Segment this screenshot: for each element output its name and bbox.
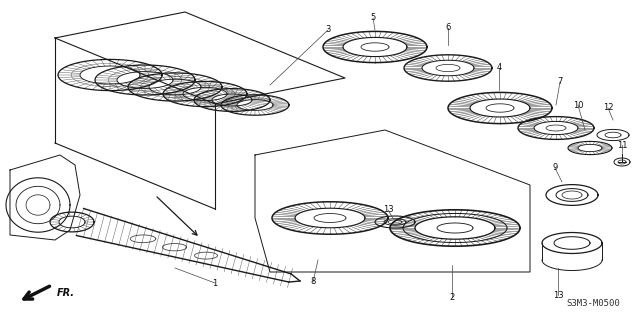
Text: 9: 9 (552, 164, 557, 173)
Text: 7: 7 (557, 78, 563, 86)
Text: 4: 4 (497, 63, 502, 72)
Text: S3M3-M0500: S3M3-M0500 (566, 299, 620, 308)
Text: 1: 1 (212, 278, 218, 287)
Text: 11: 11 (617, 140, 627, 150)
Text: 12: 12 (603, 103, 613, 113)
Text: 8: 8 (310, 278, 316, 286)
Text: 6: 6 (445, 24, 451, 33)
Text: 10: 10 (573, 100, 583, 109)
Text: FR.: FR. (57, 288, 75, 298)
Text: 13: 13 (383, 205, 394, 214)
Text: 5: 5 (371, 13, 376, 23)
Text: 2: 2 (449, 293, 454, 301)
Text: 3: 3 (325, 26, 331, 34)
Text: 13: 13 (553, 291, 563, 300)
